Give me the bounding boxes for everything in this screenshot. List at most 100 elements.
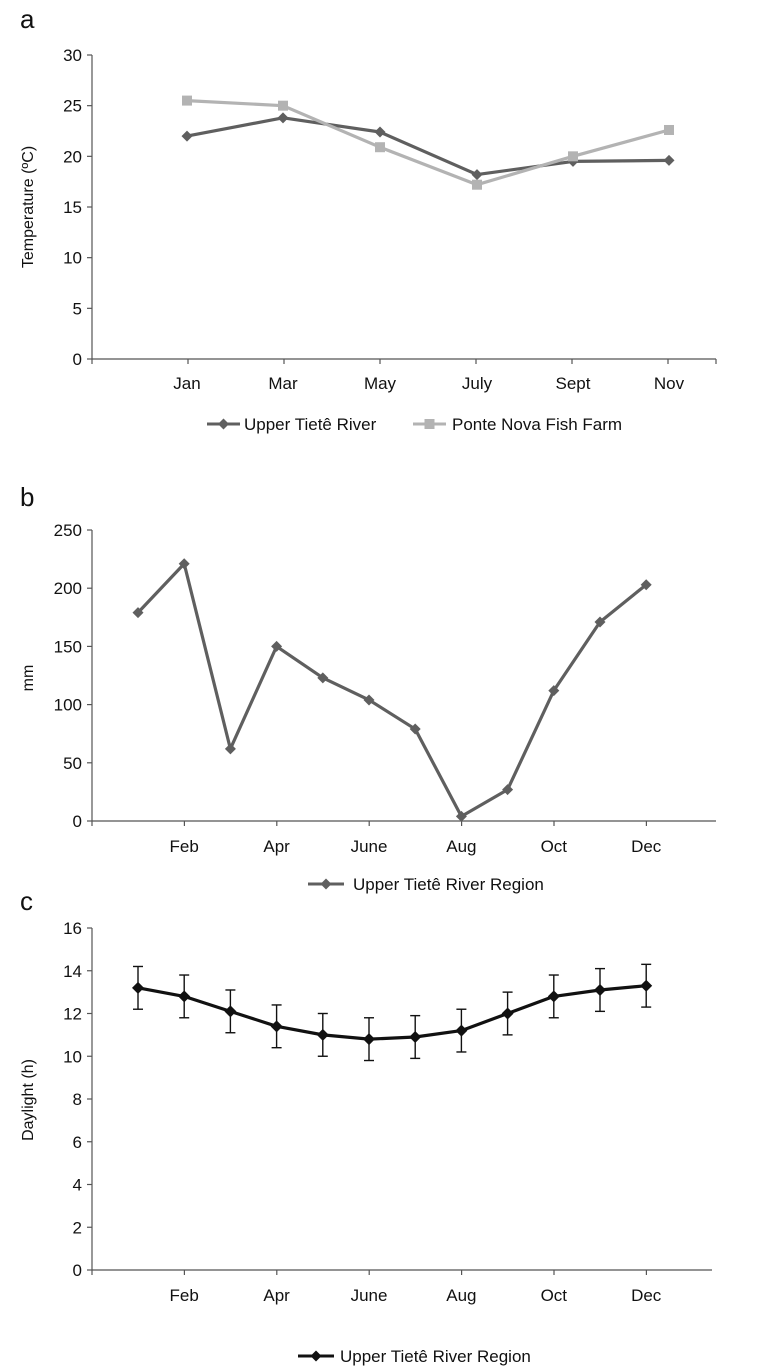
data-point <box>455 1024 468 1037</box>
y-tick-label: 150 <box>54 637 82 656</box>
data-point <box>316 1028 329 1041</box>
data-point <box>409 1031 422 1044</box>
y-tick-label: 16 <box>63 919 82 938</box>
series-0 <box>132 558 652 822</box>
x-tick-label: Apr <box>263 837 290 856</box>
data-point <box>277 112 289 124</box>
data-point <box>317 672 329 684</box>
panel-label-c: c <box>20 886 33 916</box>
data-point <box>278 100 288 111</box>
x-tick-label: Dec <box>631 1286 662 1305</box>
chart-a: 0 5 10 15 20 25 30 Temperature (ºC) Jan Mar May Jul… <box>20 46 717 434</box>
y-tick-label: 50 <box>63 754 82 773</box>
x-tick-label: Apr <box>263 1286 290 1305</box>
x-tick-label: May <box>364 374 397 393</box>
data-point <box>132 607 144 619</box>
y-tick-label: 30 <box>63 46 82 65</box>
series-line <box>136 562 648 818</box>
data-point <box>664 124 674 135</box>
legend: Upper Tietê River Region <box>308 875 544 894</box>
legend-marker <box>424 419 435 429</box>
legend-marker <box>218 418 229 430</box>
panel-label-b: b <box>20 482 34 512</box>
data-point <box>182 95 192 106</box>
y-tick-label: 14 <box>63 962 82 981</box>
x-tick-label: Mar <box>268 374 298 393</box>
x-tick-label: Oct <box>541 1286 568 1305</box>
y-tick-label: 25 <box>63 97 82 116</box>
series-line <box>186 99 670 187</box>
data-point <box>547 990 560 1003</box>
legend-label: Upper Tietê River Region <box>340 1347 531 1366</box>
data-point <box>548 685 560 697</box>
x-tick-label: Feb <box>170 837 199 856</box>
y-axis-label: mm <box>20 665 37 692</box>
data-point <box>502 784 514 796</box>
series-0 <box>181 112 675 181</box>
x-tick-label: July <box>462 374 493 393</box>
x-tick-label: Dec <box>631 837 662 856</box>
y-tick-label: 6 <box>73 1133 82 1152</box>
data-point <box>181 130 193 142</box>
x-tick-label: Feb <box>170 1286 199 1305</box>
y-tick-label: 250 <box>54 521 82 540</box>
legend-label: Upper Tietê River <box>244 415 377 434</box>
data-point <box>375 142 385 153</box>
x-tick-label: Oct <box>541 837 568 856</box>
legend: Upper Tietê River Ponte Nova Fish Farm <box>207 415 622 434</box>
data-point <box>363 1033 375 1046</box>
data-point <box>178 558 190 570</box>
legend-label: Upper Tietê River Region <box>353 875 544 894</box>
y-axis-label: Daylight (h) <box>20 1059 37 1141</box>
data-point <box>224 743 236 755</box>
x-tick-label: June <box>351 1286 388 1305</box>
series-0 <box>132 963 653 1062</box>
series-1 <box>182 95 674 190</box>
x-tick-label: Sept <box>556 374 591 393</box>
y-tick-label: 10 <box>63 249 82 268</box>
chart-c: 0 2 4 6 8 10 12 14 16 Daylight (h) Feb Apr June Aug Oc… <box>20 919 712 1366</box>
data-point <box>374 126 386 138</box>
series-line <box>137 984 647 1041</box>
data-point <box>594 616 606 628</box>
y-tick-label: 2 <box>73 1218 82 1237</box>
y-tick-label: 0 <box>73 350 82 369</box>
data-point <box>471 169 483 181</box>
x-tick-label: Aug <box>446 837 476 856</box>
series-line <box>186 116 670 177</box>
data-point <box>472 179 482 190</box>
data-point <box>409 723 421 735</box>
y-tick-label: 20 <box>63 147 82 166</box>
y-tick-label: 0 <box>73 1261 82 1280</box>
y-tick-label: 8 <box>73 1090 82 1109</box>
legend-marker <box>310 1350 322 1362</box>
y-tick-label: 100 <box>54 696 82 715</box>
data-point <box>271 640 283 652</box>
legend: Upper Tietê River Region <box>298 1347 531 1366</box>
data-point <box>455 810 467 822</box>
y-tick-label: 10 <box>63 1047 82 1066</box>
x-tick-label: Jan <box>173 374 200 393</box>
y-tick-label: 4 <box>73 1176 82 1195</box>
data-point <box>640 579 652 591</box>
data-point <box>132 981 144 994</box>
y-tick-label: 200 <box>54 579 82 598</box>
legend-label: Ponte Nova Fish Farm <box>452 415 622 434</box>
legend-marker <box>320 878 332 890</box>
y-axis-label: Temperature (ºC) <box>20 146 37 268</box>
chart-b: 0 50 100 150 200 250 mm Feb Apr June Aug Oct Dec Uppe… <box>20 521 716 894</box>
x-tick-label: June <box>351 837 388 856</box>
data-point <box>640 979 653 992</box>
data-point <box>224 1005 237 1018</box>
y-tick-label: 15 <box>63 198 82 217</box>
y-tick-label: 12 <box>63 1005 82 1024</box>
panel-label-a: a <box>20 4 35 34</box>
data-point <box>663 154 675 166</box>
data-point <box>568 151 578 162</box>
data-point <box>270 1020 283 1033</box>
y-tick-label: 5 <box>73 299 82 318</box>
y-tick-label: 0 <box>73 812 82 831</box>
data-point <box>178 990 191 1003</box>
x-tick-label: Nov <box>654 374 685 393</box>
data-point <box>363 694 375 706</box>
